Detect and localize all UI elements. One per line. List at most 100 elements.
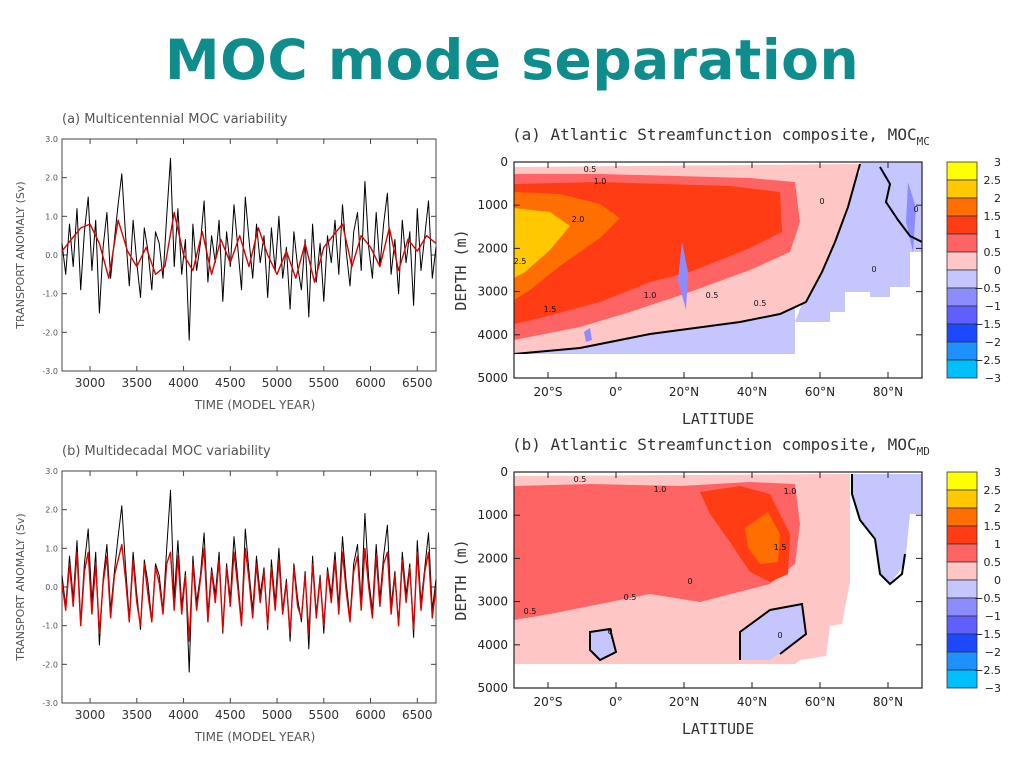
- contour-label: 0.5: [584, 165, 597, 174]
- y-tick-label: 3.0: [45, 467, 58, 476]
- plot-frame: [61, 138, 437, 372]
- y-tick-label: -3.0: [42, 367, 58, 376]
- plot-frame: [61, 470, 437, 704]
- y-tick-label: -2.0: [42, 660, 58, 669]
- x-axis-label: TIME (MODEL YEAR): [194, 730, 316, 744]
- plot-frame: [513, 161, 923, 379]
- colorbar-segment: [946, 669, 978, 689]
- contour-label: 1.0: [654, 485, 667, 494]
- chart-title-subscript: MC: [917, 135, 930, 148]
- chart-title: (a) Atlantic Streamfunction composite, M…: [512, 125, 930, 148]
- timeseries-chart-a: (a) Multicentennial MOC variability 3000…: [14, 112, 437, 412]
- x-tick-label: 0°: [609, 385, 623, 399]
- contour-label: 0: [819, 197, 824, 206]
- colorbar-label: −3: [985, 372, 1001, 385]
- colorbar-segment: [946, 615, 978, 635]
- y-tick-label: 4000: [477, 638, 508, 652]
- contour-label: 0: [913, 205, 918, 214]
- colorbar-label: −0.5: [974, 282, 1001, 295]
- chart-title: (b) Multidecadal MOC variability: [62, 444, 271, 459]
- x-tick-label: 20°S: [534, 385, 563, 399]
- land-mask-bottom: [514, 354, 922, 378]
- series-lines: [61, 157, 437, 341]
- colorbar-label: 0: [994, 574, 1001, 587]
- colorbar-label: 3: [994, 466, 1001, 479]
- y-tick-label: -3.0: [42, 699, 58, 708]
- colorbar-segment: [946, 359, 978, 379]
- series-line-red: [61, 543, 437, 642]
- colorbar-label: −1: [985, 610, 1001, 623]
- contour-label: 1.5: [544, 305, 557, 314]
- contour-zero-north: [879, 166, 922, 243]
- plot-frame: [513, 471, 923, 689]
- y-tick-labels: 0 1000 2000 3000 4000 5000: [477, 155, 922, 385]
- contour-label: 2.5: [514, 257, 527, 266]
- x-tick-label: 80°N: [873, 385, 903, 399]
- y-axis-label: DEPTH (m): [452, 539, 470, 620]
- contour-labels: 0.5 1.0 2.0 2.5 1.5 1.0 0.5 0.5 0 0 0: [514, 165, 919, 314]
- colorbar-segment: [946, 543, 978, 563]
- land-mask-bottom: [514, 664, 922, 688]
- series-line-red: [61, 211, 437, 283]
- y-tick-label: 0: [500, 155, 508, 169]
- colorbar-segment: [946, 269, 978, 289]
- x-tick-label: 4500: [215, 708, 246, 722]
- fill-neg-0p5-deep-east: [740, 604, 806, 660]
- colorbar-label: 0.5: [984, 556, 1002, 569]
- colorbar-label: 1.5: [984, 520, 1002, 533]
- y-tick-label: 0.0: [45, 583, 58, 592]
- contour-label: 0: [871, 265, 876, 274]
- colorbar-label: 2.5: [984, 174, 1002, 187]
- colorbar-label: 1.5: [984, 210, 1002, 223]
- colorbar-label: −1.5: [974, 318, 1001, 331]
- x-tick-label: 40°N: [737, 385, 767, 399]
- colorbar-label: −2: [985, 336, 1001, 349]
- x-tick-label: 5500: [309, 376, 340, 390]
- colorbar-segment: [946, 471, 978, 491]
- y-tick-label: -2.0: [42, 328, 58, 337]
- y-tick-label: 3.0: [45, 135, 58, 144]
- fill-neg-0p5-north: [795, 162, 922, 322]
- y-tick-label: 4000: [477, 328, 508, 342]
- y-tick-label: 2000: [477, 241, 508, 255]
- fill-neg-0p5-spike: [678, 242, 688, 310]
- y-tick-labels: 3.0 2.0 1.0 0.0 -1.0 -2.0 -3.0: [42, 467, 436, 708]
- y-tick-labels: 3.0 2.0 1.0 0.0 -1.0 -2.0 -3.0: [42, 135, 436, 376]
- x-tick-label: 5000: [262, 376, 293, 390]
- colorbar-segment: [946, 341, 978, 361]
- x-tick-label: 3500: [122, 708, 153, 722]
- colorbar-label: 0: [994, 264, 1001, 277]
- x-axis-label: LATITUDE: [682, 720, 754, 738]
- x-tick-labels: 20°S 0° 20°N 40°N 60°N 80°N: [534, 472, 903, 709]
- streamfunction-chart-b: (b) Atlantic Streamfunction composite, M…: [452, 435, 1002, 738]
- contour-label: 0.5: [574, 475, 587, 484]
- contour-label: 0.5: [754, 299, 767, 308]
- y-tick-label: 1.0: [45, 212, 58, 221]
- fill-pos-2p5: [514, 208, 570, 278]
- contour-label: 0: [777, 631, 782, 640]
- colorbar-segment: [946, 197, 978, 217]
- x-tick-label: 20°N: [669, 695, 699, 709]
- chart-title-main: (a) Atlantic Streamfunction composite, M…: [512, 125, 917, 144]
- x-tick-label: 6000: [355, 376, 386, 390]
- chart-title-subscript: MD: [917, 445, 930, 458]
- x-tick-label: 3000: [75, 376, 106, 390]
- colorbar-segment: [946, 305, 978, 325]
- y-tick-label: 2.0: [45, 174, 58, 183]
- x-tick-label: 0°: [609, 695, 623, 709]
- y-tick-label: 2.0: [45, 506, 58, 515]
- x-tick-label: 3000: [75, 708, 106, 722]
- colorbar-label: 0.5: [984, 246, 1002, 259]
- colorbar: 3 2.5 2 1.5 1 0.5 0 −0.5 −1 −1.5 −2 −2.5 −3: [946, 466, 1002, 695]
- x-tick-labels: 3000 3500 4000 4500 5000 5500 6000 6500: [75, 139, 433, 390]
- x-tick-label: 4000: [168, 708, 199, 722]
- colorbar-label: −3: [985, 682, 1001, 695]
- fill-pos-north-blob: [815, 194, 830, 228]
- x-tick-label: 20°S: [534, 695, 563, 709]
- y-tick-labels: 0 1000 2000 3000 4000 5000: [477, 465, 922, 695]
- x-tick-label: 3500: [122, 376, 153, 390]
- colorbar-segment: [946, 323, 978, 343]
- x-tick-labels: 3000 3500 4000 4500 5000 5500 6000 6500: [75, 471, 433, 722]
- colorbar-label: −2.5: [974, 664, 1001, 677]
- y-tick-label: 1000: [477, 198, 508, 212]
